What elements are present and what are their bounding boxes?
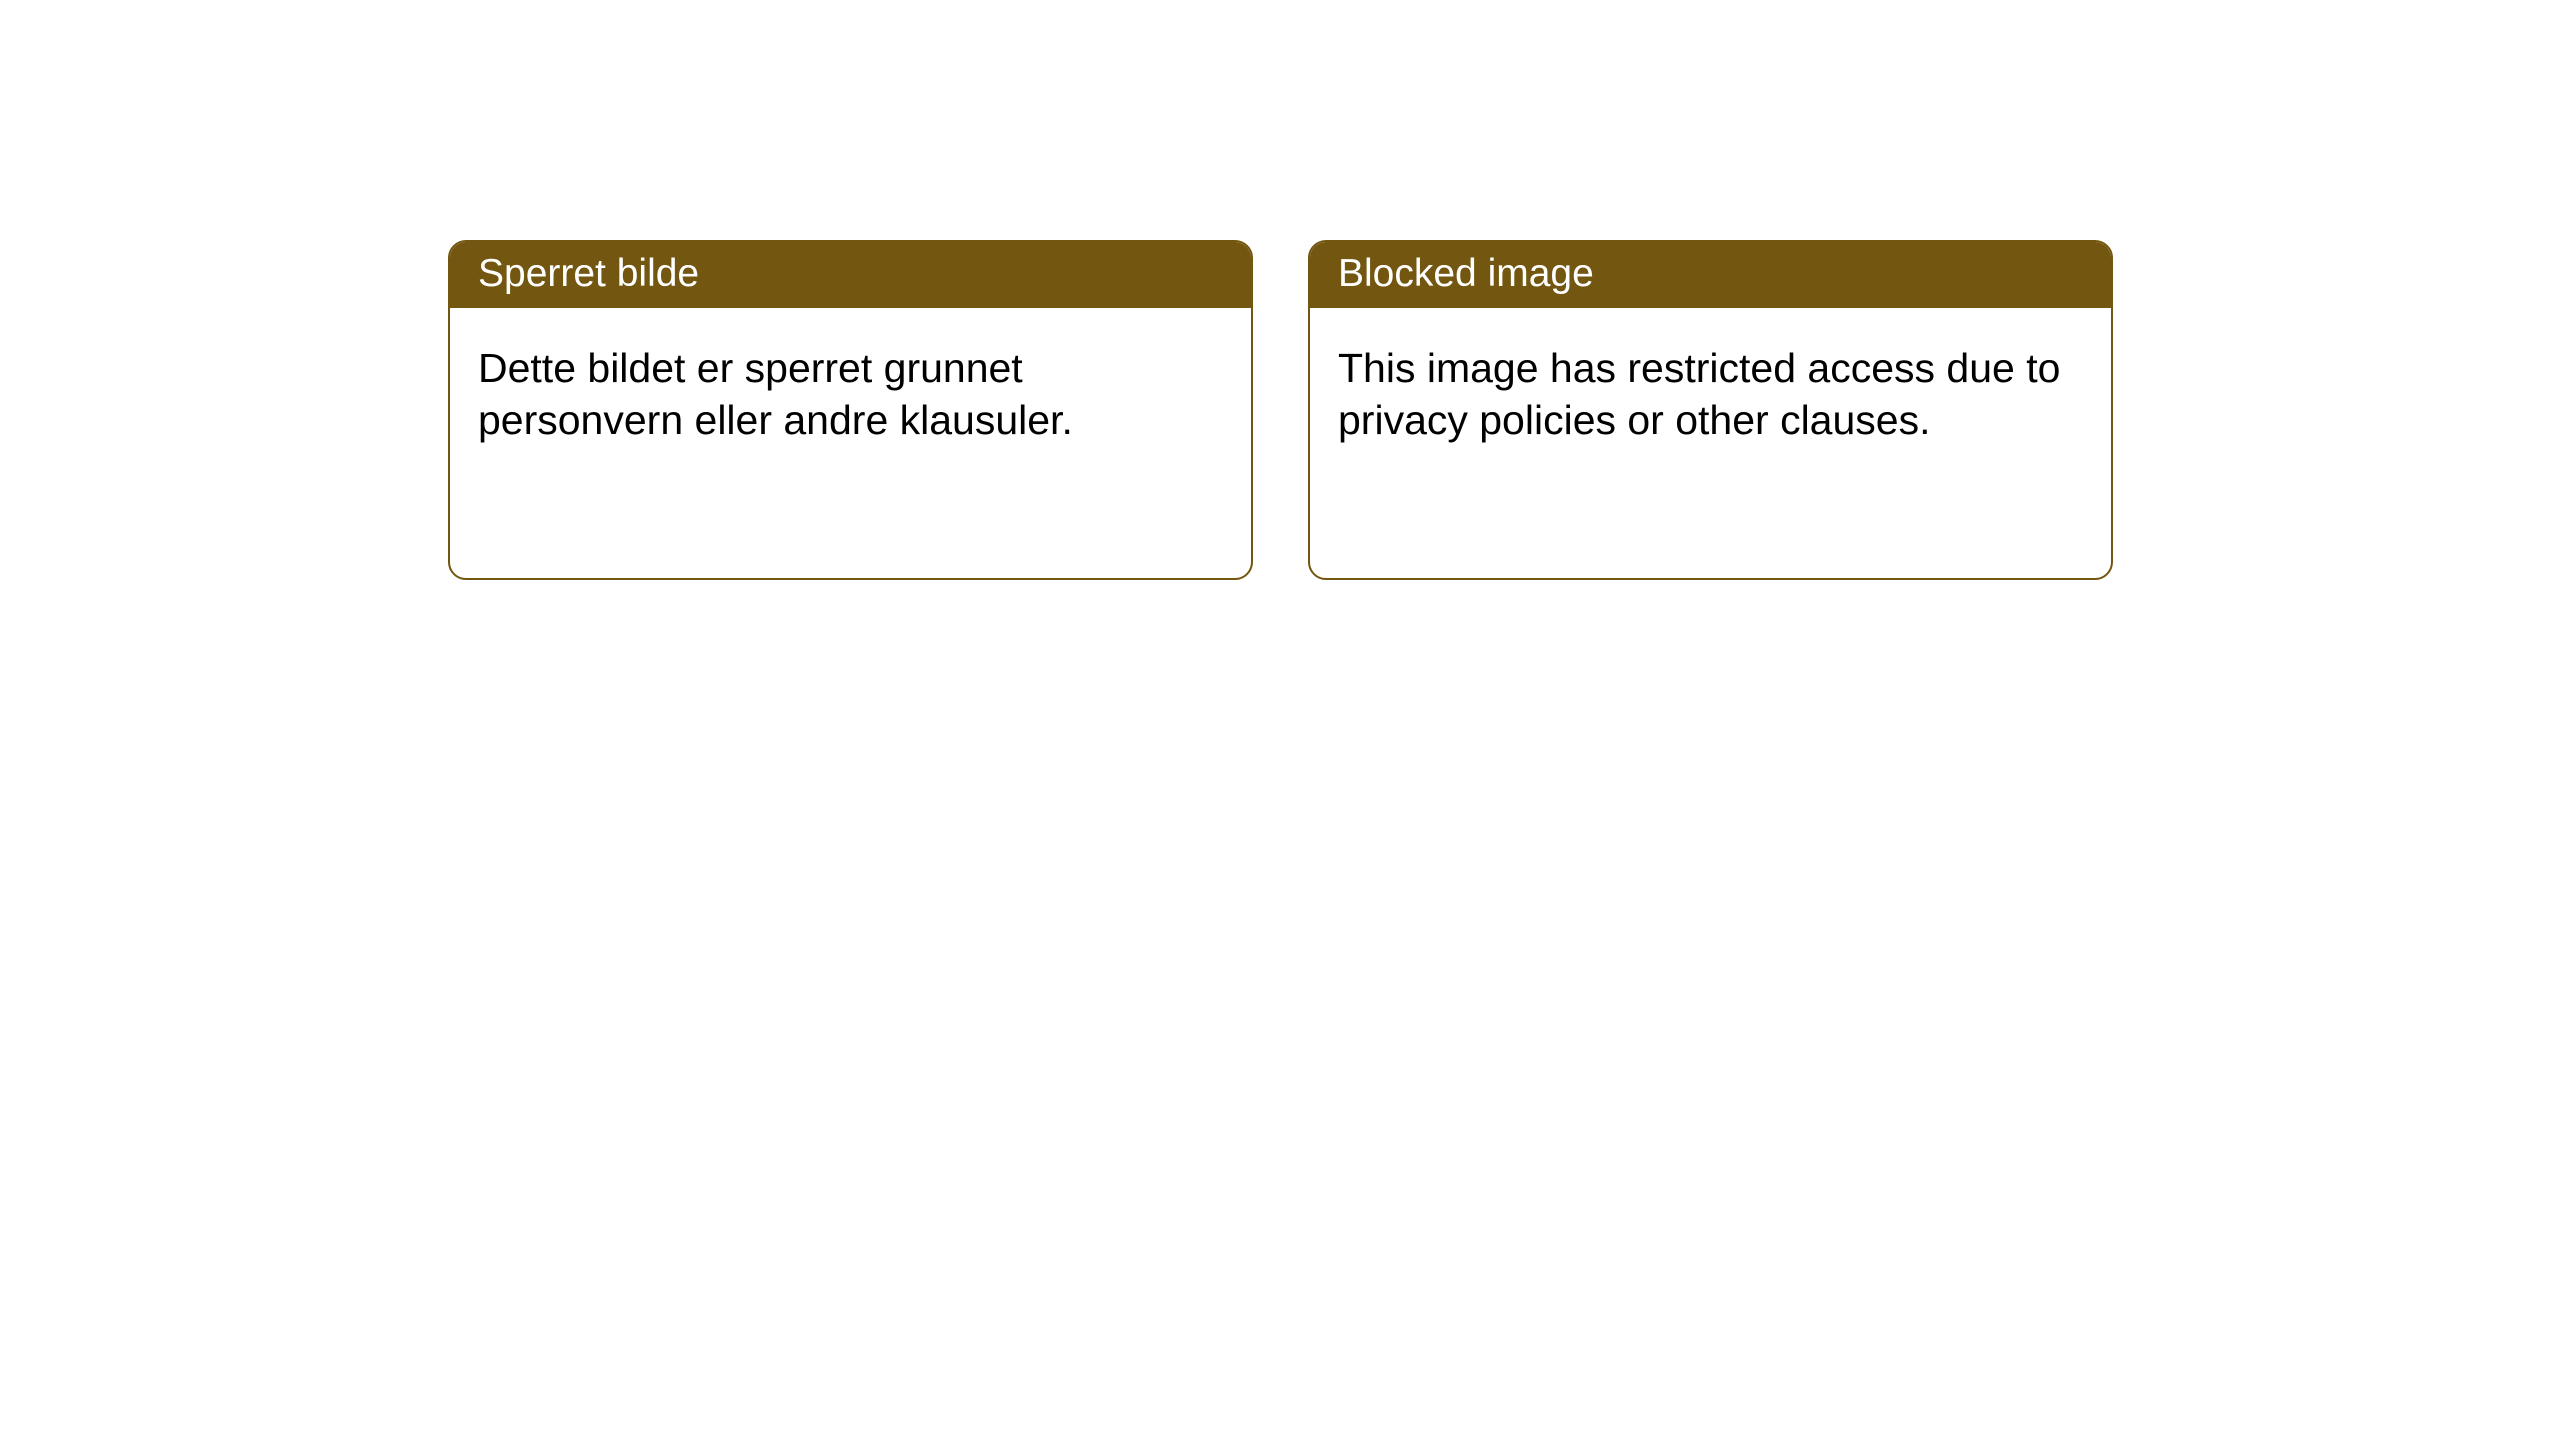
notice-card-no: Sperret bilde Dette bildet er sperret gr… — [448, 240, 1253, 580]
notice-card-body: Dette bildet er sperret grunnet personve… — [450, 308, 1251, 481]
notice-card-title: Sperret bilde — [478, 252, 699, 295]
notice-card-text: Dette bildet er sperret grunnet personve… — [478, 345, 1073, 443]
notice-card-body: This image has restricted access due to … — [1310, 308, 2111, 481]
notice-card-title: Blocked image — [1338, 252, 1594, 295]
notice-card-header: Sperret bilde — [450, 242, 1251, 308]
notice-card-text: This image has restricted access due to … — [1338, 345, 2060, 443]
notice-card-en: Blocked image This image has restricted … — [1308, 240, 2113, 580]
notice-cards-row: Sperret bilde Dette bildet er sperret gr… — [448, 240, 2113, 580]
notice-card-header: Blocked image — [1310, 242, 2111, 308]
